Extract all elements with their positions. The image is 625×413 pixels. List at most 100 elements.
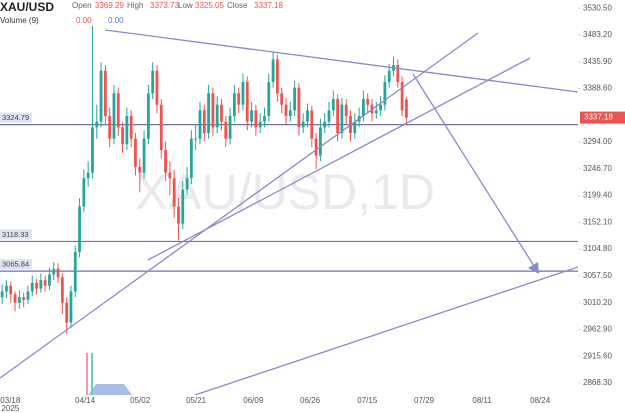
candle-body — [86, 172, 90, 179]
watermark: XAU/USD,1D — [135, 164, 435, 220]
candle-body — [35, 282, 38, 289]
candle-body — [387, 70, 391, 83]
candle-body — [263, 116, 266, 122]
candle-body — [125, 116, 129, 145]
candle-body — [5, 285, 8, 292]
candle-body — [301, 121, 305, 128]
candle-body — [116, 93, 120, 128]
trend-line — [104, 29, 578, 93]
candle-body — [379, 104, 383, 111]
level-label: 3065.84 — [2, 260, 29, 269]
candle-body — [82, 178, 86, 207]
candle-body — [177, 206, 180, 224]
candle-body — [327, 110, 331, 122]
candle-body — [91, 127, 94, 173]
x-tick-label: 08/11 — [472, 396, 492, 405]
candle-body — [108, 116, 112, 139]
candles — [0, 25, 408, 334]
level-label: 3118.33 — [2, 230, 29, 239]
candle-body — [17, 297, 21, 303]
candle-body — [271, 59, 275, 83]
candle-body — [220, 104, 223, 122]
candle-body — [185, 178, 189, 190]
candle-body — [215, 104, 219, 128]
candle-body — [366, 99, 370, 105]
candle-body — [194, 138, 198, 140]
ohlc-label: High — [127, 1, 143, 10]
candle-body — [396, 65, 400, 83]
x-tick-label: 06/09 — [243, 396, 264, 405]
candle-body — [207, 93, 210, 133]
x-tick-label: 05/21 — [186, 396, 207, 405]
x-tick-label: 08/24 — [530, 396, 551, 405]
year-label: 2025 — [1, 404, 19, 413]
trend-line — [0, 32, 479, 379]
candle-body — [280, 93, 284, 105]
plot-area — [0, 25, 578, 395]
candle-body — [155, 70, 159, 105]
candle-body — [224, 121, 228, 139]
y-tick-label: 3010.20 — [583, 298, 612, 307]
y-tick-label: 2915.60 — [583, 351, 612, 360]
candle-body — [138, 166, 142, 173]
candle-body — [164, 149, 167, 173]
candle-body — [9, 285, 13, 295]
candle-body — [383, 82, 387, 105]
volume-label: Volume (9) — [0, 16, 39, 25]
candle-body — [318, 127, 322, 156]
candle-body — [267, 82, 271, 117]
price-tag-label: 3337.18 — [584, 113, 613, 122]
candle-body — [22, 297, 26, 300]
candle-body — [211, 93, 215, 128]
ohlc-value: 3373.73 — [150, 1, 179, 10]
candle-body — [52, 268, 56, 275]
x-tick-label: 07/29 — [414, 396, 435, 405]
candle-body — [13, 294, 17, 303]
candle-body — [189, 138, 193, 179]
candle-body — [95, 121, 99, 128]
candle-body — [69, 291, 73, 323]
volume-area — [88, 384, 132, 395]
candle-body — [73, 251, 77, 292]
candle-body — [362, 99, 365, 117]
candle-body — [228, 116, 232, 139]
candle-body — [284, 104, 288, 117]
ohlc-label: Close — [227, 1, 248, 10]
y-tick-label: 3294.00 — [583, 137, 612, 146]
candle-body — [129, 116, 133, 139]
candle-body — [39, 280, 43, 289]
drawings — [0, 29, 578, 395]
candle-body — [202, 110, 206, 133]
ohlc-value: 3337.18 — [254, 1, 283, 10]
volume-value: 0.00 — [108, 16, 124, 25]
candle-body — [336, 99, 339, 133]
candle-body — [297, 87, 301, 128]
candle-body — [232, 93, 236, 117]
candle-body — [168, 172, 172, 179]
candle-body — [60, 277, 64, 303]
candle-body — [306, 110, 309, 122]
candle-body — [198, 110, 202, 139]
y-tick-label: 3199.40 — [583, 191, 612, 200]
candle-body — [340, 104, 344, 133]
candle-body — [258, 121, 262, 128]
volume-value: 0.00 — [76, 16, 92, 25]
candle-body — [310, 110, 314, 139]
candle-body — [293, 87, 296, 111]
y-tick-label: 3435.90 — [583, 57, 612, 66]
y-tick-label: 3388.60 — [583, 84, 612, 93]
candle-body — [241, 82, 245, 105]
candle-body — [181, 189, 185, 224]
y-tick-label: 2962.90 — [583, 325, 612, 334]
trend-line — [194, 266, 578, 395]
candle-body — [250, 110, 253, 122]
candle-body — [65, 302, 69, 323]
candle-body — [151, 70, 155, 94]
price-tag — [580, 111, 625, 124]
candle-body — [400, 82, 404, 111]
candle-body — [43, 280, 47, 286]
candle-body — [103, 70, 107, 117]
level-label-box — [0, 259, 32, 270]
x-tick-label: 07/15 — [357, 396, 378, 405]
candle-body — [288, 110, 292, 117]
